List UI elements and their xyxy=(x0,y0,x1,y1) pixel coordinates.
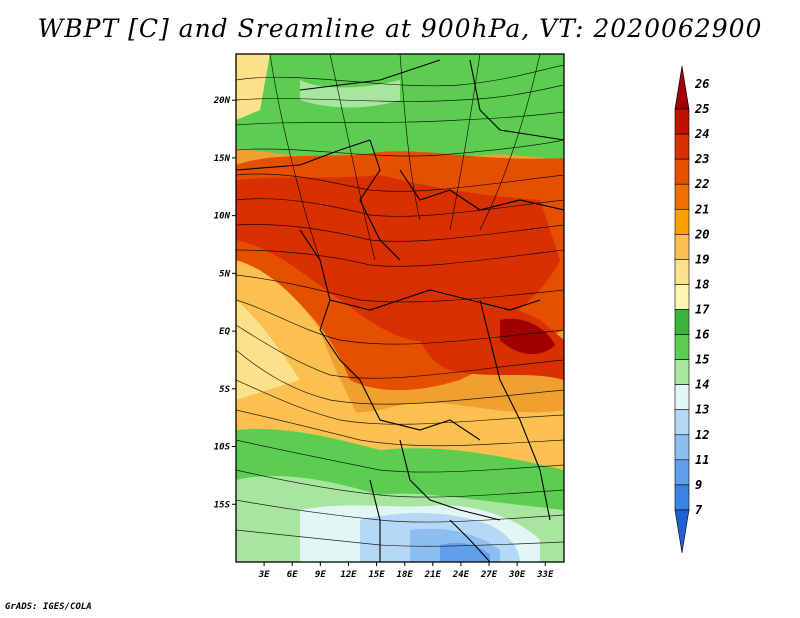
colorbar-label: 23 xyxy=(694,152,709,166)
lon-tick-label: 24E xyxy=(452,570,470,580)
colorbar-label: 15 xyxy=(695,353,709,367)
latitude-axis: 20N 15N 10N 5N EQ 5S 10S 15S xyxy=(213,96,236,510)
lat-tick-label: 15S xyxy=(214,500,231,510)
lat-tick-label: 5N xyxy=(219,269,230,279)
colorbar-swatch xyxy=(674,183,690,210)
colorbar-label: 14 xyxy=(695,378,709,392)
colorbar-swatch xyxy=(674,108,690,135)
map-frame xyxy=(235,53,565,563)
lat-tick-label: 15N xyxy=(214,154,231,164)
colorbar-label: 7 xyxy=(695,503,703,517)
lon-tick-label: 33E xyxy=(536,570,554,580)
colorbar-label: 17 xyxy=(695,303,710,317)
lon-tick-label: 27E xyxy=(480,570,498,580)
colorbar-swatch xyxy=(674,384,690,411)
lon-tick-label: 3E xyxy=(258,570,270,580)
colorbar-swatch xyxy=(674,334,690,360)
lat-tick-label: 10N xyxy=(214,212,231,222)
colorbar-label: 9 xyxy=(695,478,702,492)
colorbar-label: 18 xyxy=(695,277,709,291)
lon-tick-label: 18E xyxy=(397,570,414,580)
lon-tick-label: 12E xyxy=(340,570,357,580)
colorbar-swatch xyxy=(674,434,690,461)
colorbar-swatch xyxy=(674,309,690,335)
colorbar-label: 12 xyxy=(695,428,709,442)
colorbar-label: 25 xyxy=(694,102,709,116)
colorbar-label: 19 xyxy=(695,252,709,266)
lon-tick-label: 21E xyxy=(424,570,442,580)
colorbar-swatch xyxy=(674,284,690,310)
colorbar-swatch xyxy=(674,234,690,260)
colorbar-label: 20 xyxy=(694,227,709,241)
colorbar-label: 16 xyxy=(695,328,709,342)
colorbar-swatch xyxy=(674,158,690,185)
colorbar-swatch xyxy=(674,484,690,511)
colorbar-swatch xyxy=(674,409,690,436)
longitude-axis: 3E 6E 9E 12E 15E 18E 21E 24E 27E 30E 33E xyxy=(258,562,554,580)
country-borders xyxy=(236,59,564,562)
colorbar-swatch xyxy=(674,65,690,110)
footer-credit: GrADS: IGES/COLA xyxy=(5,602,92,612)
lon-tick-label: 15E xyxy=(368,570,385,580)
colorbar-label: 24 xyxy=(694,127,709,141)
map-title: WBPT [C] and Sreamline at 900hPa, VT: 20… xyxy=(37,14,763,43)
lon-tick-label: 6E xyxy=(287,570,298,580)
colorbar-swatch xyxy=(674,359,690,385)
lat-tick-label: 10S xyxy=(214,443,231,453)
colorbar-label: 13 xyxy=(695,403,709,417)
wbpt-fill xyxy=(236,54,564,562)
lat-tick-label: 20N xyxy=(213,96,231,106)
streamlines xyxy=(236,54,564,547)
colorbar-label: 11 xyxy=(695,453,709,467)
colorbar-swatch xyxy=(674,133,690,160)
lon-tick-label: 9E xyxy=(315,570,326,580)
colorbar-swatch xyxy=(674,259,690,285)
colorbar-swatch xyxy=(674,509,690,554)
lat-tick-label: EQ xyxy=(219,327,230,337)
colorbar-label: 22 xyxy=(694,177,709,191)
colorbar-swatch xyxy=(674,459,690,486)
lat-tick-label: 5S xyxy=(219,385,230,395)
colorbar-swatch xyxy=(674,208,690,235)
colorbar-label: 26 xyxy=(694,77,709,91)
colorbar: 26 25 24 23 22 21 20 19 18 17 16 15 14 13 12 11 9 7 xyxy=(674,65,710,554)
colorbar-label: 21 xyxy=(694,202,709,216)
lon-tick-label: 30E xyxy=(508,570,526,580)
